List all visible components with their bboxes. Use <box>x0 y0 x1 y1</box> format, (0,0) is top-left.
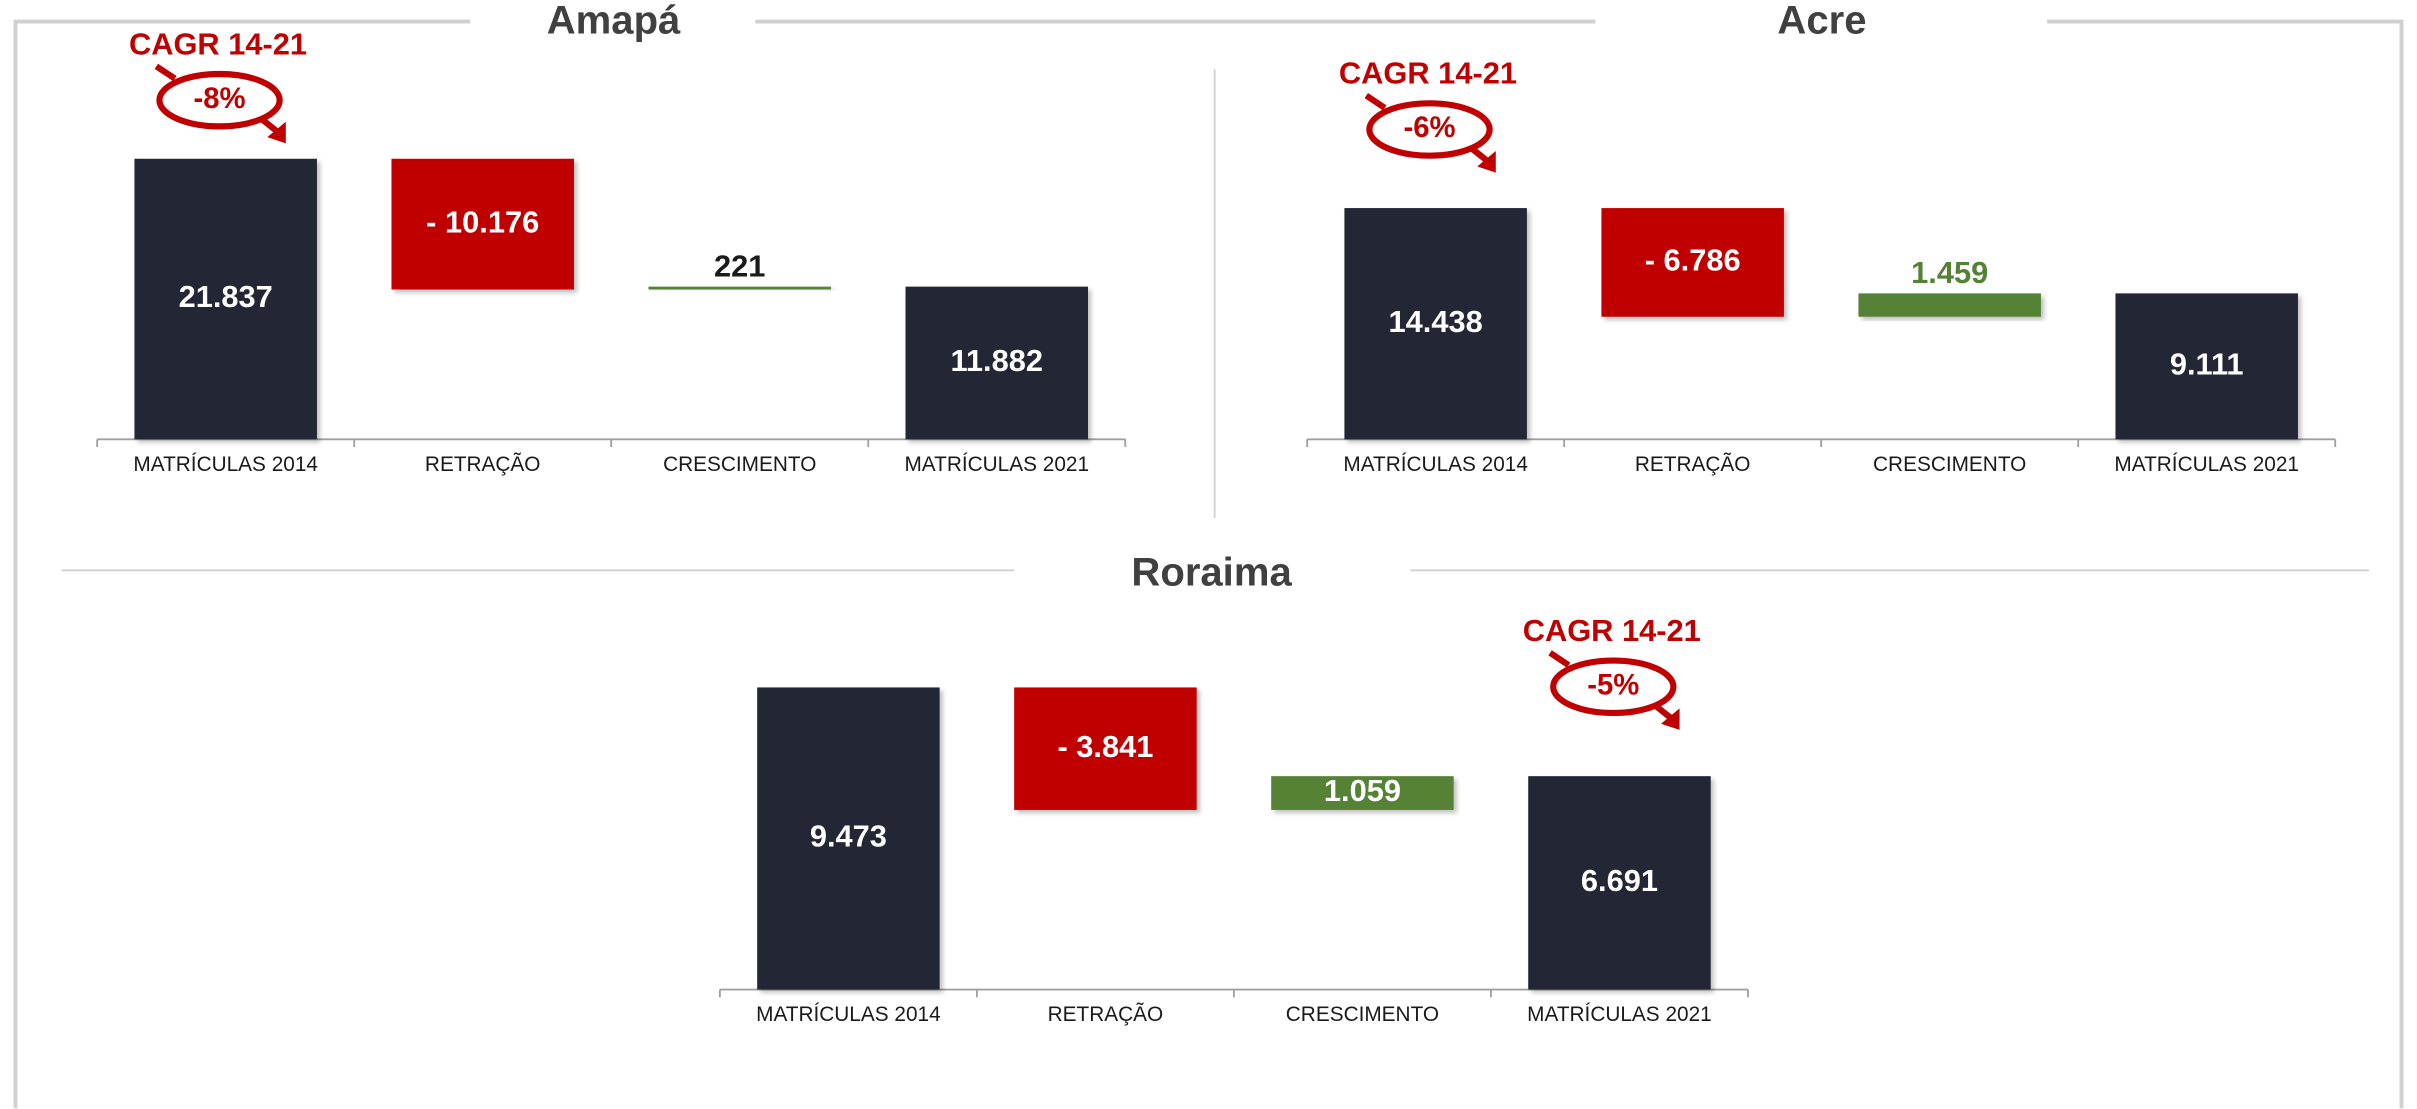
chart-title: Acre <box>1777 0 1866 43</box>
bar <box>1528 776 1711 990</box>
data-label: 11.882 <box>950 343 1043 378</box>
annotation-arrow <box>1652 702 1673 720</box>
bar <box>905 286 1088 440</box>
data-label: 1.459 <box>1911 255 1988 290</box>
annotation-stroke <box>1548 650 1571 668</box>
chart-title: Amapá <box>547 0 681 43</box>
data-label: 21.837 <box>179 279 273 314</box>
bar <box>1271 776 1454 810</box>
bar <box>1858 293 2041 317</box>
frame <box>13 19 2404 1109</box>
bar <box>1601 208 1784 317</box>
annotation-stroke <box>154 63 177 82</box>
x-tick-label: RETRAÇÃO <box>1635 452 1751 476</box>
annotation-ring <box>156 70 283 130</box>
annotation-stroke <box>1364 92 1387 111</box>
annotation-ring <box>1366 100 1493 159</box>
x-tick-label: CRESCIMENTO <box>1873 453 2026 476</box>
annotation-arrowhead <box>1661 708 1680 730</box>
x-tick-label: MATRÍCULAS 2014 <box>1343 453 1528 476</box>
data-label: 9.111 <box>2170 346 2244 381</box>
x-tick-label: CRESCIMENTO <box>663 453 816 476</box>
annotation-value: -5% <box>1587 668 1639 701</box>
data-label: - 3.841 <box>1057 729 1153 764</box>
data-label: - 10.176 <box>426 204 539 239</box>
bar <box>757 687 940 990</box>
annotation-title: CAGR 14-21 <box>1523 613 1701 648</box>
x-tick-label: CRESCIMENTO <box>1286 1003 1439 1026</box>
data-label: - 6.786 <box>1645 243 1741 278</box>
data-label: 221 <box>714 248 765 283</box>
x-tick-label: MATRÍCULAS 2021 <box>904 453 1089 476</box>
data-label: 1.059 <box>1324 773 1401 808</box>
bar <box>1014 687 1197 810</box>
annotation-title: CAGR 14-21 <box>1339 56 1517 91</box>
bar <box>648 286 831 290</box>
data-label: 6.691 <box>1581 863 1658 898</box>
annotation-value: -8% <box>194 82 246 115</box>
annotation-title: CAGR 14-21 <box>129 26 307 61</box>
x-tick-label: MATRÍCULAS 2014 <box>133 453 318 476</box>
annotation-arrow <box>259 116 279 134</box>
bar <box>2115 293 2298 440</box>
x-tick-label: MATRÍCULAS 2021 <box>1527 1003 1712 1026</box>
x-tick-label: RETRAÇÃO <box>1048 1002 1164 1026</box>
annotation-arrowhead <box>1477 151 1496 173</box>
annotation-ring <box>1550 657 1677 717</box>
chart-title: Roraima <box>1131 551 1292 595</box>
annotation-arrow <box>1469 145 1489 163</box>
x-tick-label: RETRAÇÃO <box>425 452 541 476</box>
annotation-value: -6% <box>1403 111 1455 144</box>
bar <box>391 158 574 290</box>
bar <box>134 158 317 440</box>
annotation-arrowhead <box>267 121 286 144</box>
data-label: 9.473 <box>810 819 887 854</box>
bar <box>1344 208 1527 440</box>
x-tick-label: MATRÍCULAS 2021 <box>2114 453 2299 476</box>
data-label: 14.438 <box>1389 304 1483 339</box>
x-tick-label: MATRÍCULAS 2014 <box>756 1003 941 1026</box>
